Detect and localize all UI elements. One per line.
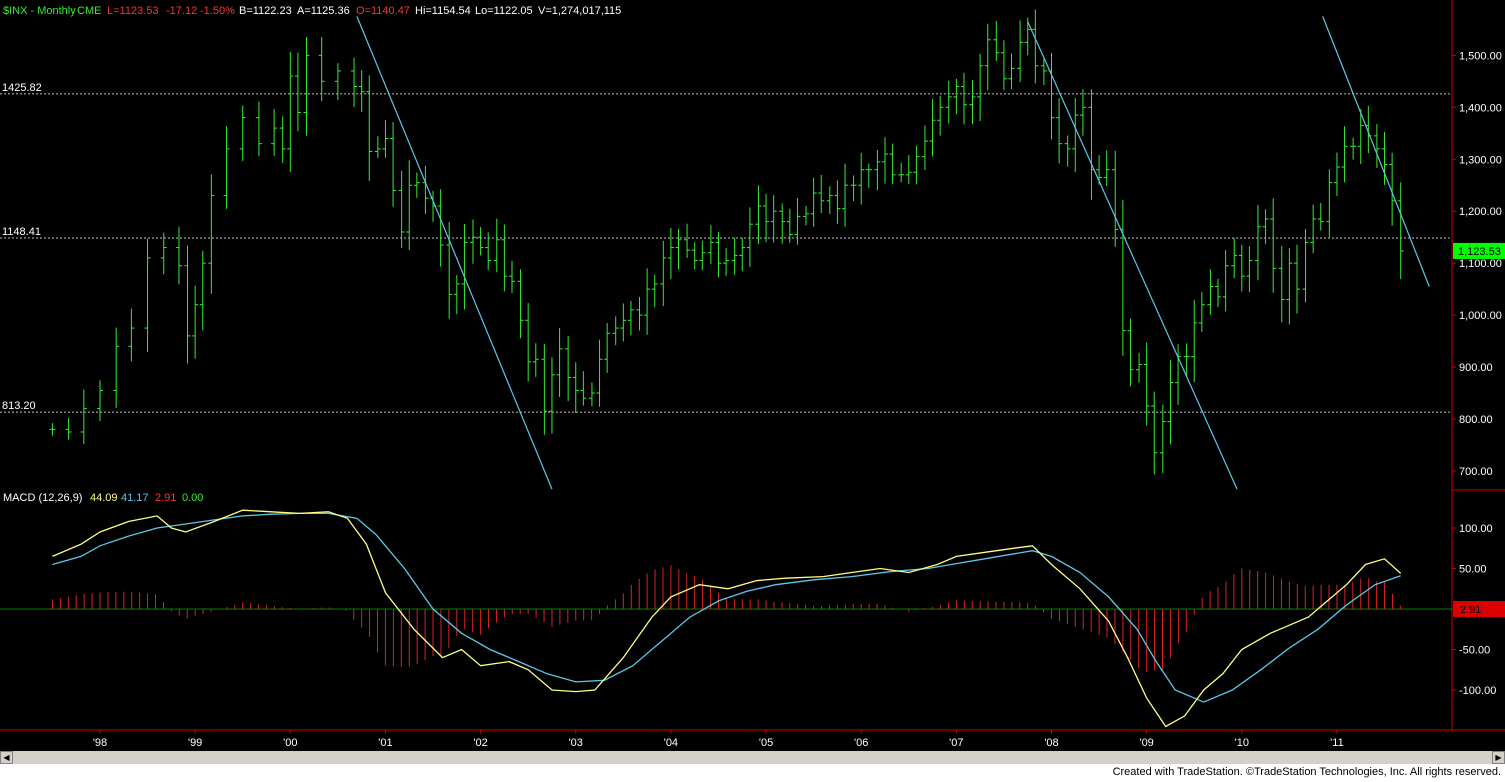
macd-header: MACD (12,26,9) 44.09 41.17 2.91 0.00 <box>3 492 203 504</box>
time-tick-label: '98 <box>93 737 107 749</box>
price-tick-label: 1,500.00 <box>1459 50 1502 62</box>
macd-line <box>52 509 1402 728</box>
time-tick-label: '99 <box>188 737 202 749</box>
price-tick-label: 1,300.00 <box>1459 154 1502 166</box>
time-tick-label: '10 <box>1235 737 1249 749</box>
price-tick-label: 1,100.00 <box>1459 258 1502 270</box>
time-tick-label: '02 <box>473 737 487 749</box>
time-tick-label: '01 <box>378 737 392 749</box>
trendline <box>356 16 553 490</box>
ask-label: A=1125.36 <box>297 5 350 17</box>
time-tick-label: '08 <box>1044 737 1058 749</box>
macd-last-badge <box>1453 601 1505 617</box>
price-tick-label: 900.00 <box>1459 362 1493 374</box>
macd-title: MACD (12,26,9) <box>3 492 82 504</box>
low-label: Lo=1122.05 <box>475 5 533 17</box>
level-label: 813.20 <box>2 400 36 412</box>
last-price-label: L=1123.53 <box>107 5 159 17</box>
time-tick-label: '00 <box>283 737 297 749</box>
macd-tick-label: 100.00 <box>1459 523 1493 535</box>
level-label: 1148.41 <box>2 226 41 238</box>
price-tick-label: 1,200.00 <box>1459 206 1502 218</box>
open-label: O=1140.47 <box>356 5 410 17</box>
time-tick-label: '03 <box>569 737 583 749</box>
horizontal-scrollbar[interactable]: ◀ ▶ <box>0 751 1505 764</box>
trendline <box>1027 21 1238 490</box>
price-tick-label: 1,000.00 <box>1459 310 1502 322</box>
macd-tick-label: -100.00 <box>1459 685 1496 697</box>
price-chart: $INX - Monthly CME L=1123.53 -17.12 -1.5… <box>0 0 1505 751</box>
histogram-value: 2.91 <box>155 492 176 504</box>
change-label: -17.12 <box>166 5 197 17</box>
zero-value: 0.00 <box>182 492 203 504</box>
last-price-badge <box>1453 242 1505 259</box>
time-tick-label: '05 <box>759 737 773 749</box>
time-tick-label: '06 <box>854 737 868 749</box>
time-tick-label: '04 <box>664 737 678 749</box>
last-price-badge-label: 1,123.53 <box>1458 246 1501 258</box>
high-label: Hi=1154.54 <box>415 5 471 17</box>
exchange-label: CME <box>77 5 101 17</box>
level-label: 1425.82 <box>2 82 42 94</box>
footer-credit: Created with TradeStation. ©TradeStation… <box>1112 766 1501 778</box>
bid-label: B=1122.23 <box>239 5 292 17</box>
signal-value: 41.17 <box>121 492 149 504</box>
trendline <box>1322 16 1430 287</box>
chart-header: $INX - Monthly CME L=1123.53 -17.12 -1.5… <box>3 5 621 17</box>
footer: Created with TradeStation. ©TradeStation… <box>0 764 1505 782</box>
time-tick-label: '09 <box>1139 737 1153 749</box>
macd-tick-label: 50.00 <box>1459 564 1487 576</box>
scroll-left-arrow-icon[interactable]: ◀ <box>0 751 13 764</box>
signal-line <box>52 512 1401 703</box>
macd-tick-label: -50.00 <box>1459 645 1490 657</box>
symbol-label: $INX - Monthly <box>3 5 76 17</box>
time-tick-label: '11 <box>1330 737 1344 749</box>
price-tick-label: 1,400.00 <box>1459 102 1502 114</box>
time-tick-label: '07 <box>949 737 963 749</box>
scroll-right-arrow-icon[interactable]: ▶ <box>1492 751 1505 764</box>
change-pct-label: -1.50% <box>200 5 235 17</box>
price-tick-label: 800.00 <box>1459 414 1493 426</box>
macd-last-badge-label: 2.91 <box>1460 604 1481 616</box>
price-tick-label: 700.00 <box>1459 466 1493 478</box>
macd-value: 44.09 <box>90 492 118 504</box>
volume-label: V=1,274,017,115 <box>538 5 621 17</box>
